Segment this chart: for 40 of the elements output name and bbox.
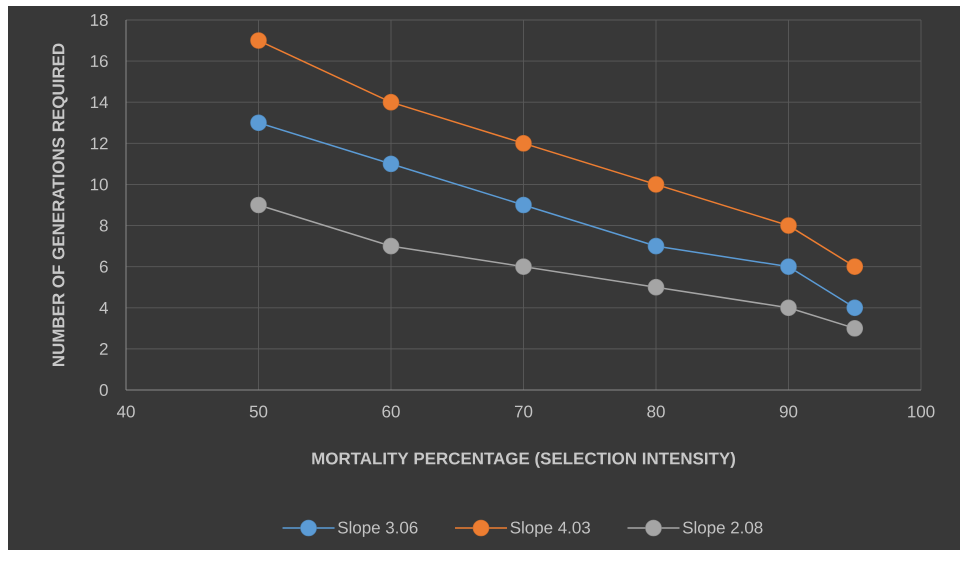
y-tick-label: 18 bbox=[90, 14, 108, 26]
point bbox=[846, 299, 864, 316]
point bbox=[846, 320, 864, 337]
point bbox=[250, 32, 267, 49]
legend-label: Slope 4.03 bbox=[510, 521, 590, 537]
point bbox=[515, 258, 532, 275]
y-tick-label: 0 bbox=[100, 384, 108, 396]
legend-label: Slope 3.06 bbox=[338, 521, 418, 537]
y-tick-label: 8 bbox=[100, 220, 108, 232]
point bbox=[250, 196, 267, 214]
x-tick-label: 70 bbox=[514, 406, 532, 418]
legend-label: Slope 2.08 bbox=[682, 521, 762, 537]
point bbox=[648, 176, 664, 193]
point bbox=[382, 94, 400, 111]
x-axis-title: MORTALITY PERCENTAGE (SELECTION INTENSITY) bbox=[312, 452, 736, 468]
y-tick-label: 14 bbox=[90, 96, 108, 108]
point bbox=[846, 258, 864, 275]
x-tick-label: 40 bbox=[116, 406, 135, 418]
point bbox=[780, 299, 797, 316]
y-axis-title: NUMBER OF GENERATIONS REQUIRED bbox=[52, 44, 68, 366]
point bbox=[648, 278, 664, 296]
y-tick-label: 16 bbox=[90, 55, 108, 68]
y-tick-label: 12 bbox=[90, 137, 108, 150]
point bbox=[382, 156, 400, 172]
point bbox=[515, 196, 532, 214]
point bbox=[382, 238, 400, 254]
point bbox=[648, 238, 664, 254]
point bbox=[250, 114, 267, 132]
x-tick-label: 60 bbox=[382, 406, 400, 418]
x-tick-label: 50 bbox=[250, 406, 268, 418]
point bbox=[780, 258, 797, 275]
y-tick-label: 10 bbox=[90, 178, 108, 190]
point bbox=[780, 217, 797, 234]
y-tick-label: 4 bbox=[99, 302, 108, 314]
point bbox=[515, 135, 532, 152]
y-tick-label: 2 bbox=[100, 342, 108, 355]
x-tick-label: 100 bbox=[908, 406, 934, 418]
x-tick-label: 80 bbox=[647, 406, 665, 418]
x-tick-label: 90 bbox=[780, 406, 798, 418]
y-tick-label: 6 bbox=[100, 260, 108, 273]
